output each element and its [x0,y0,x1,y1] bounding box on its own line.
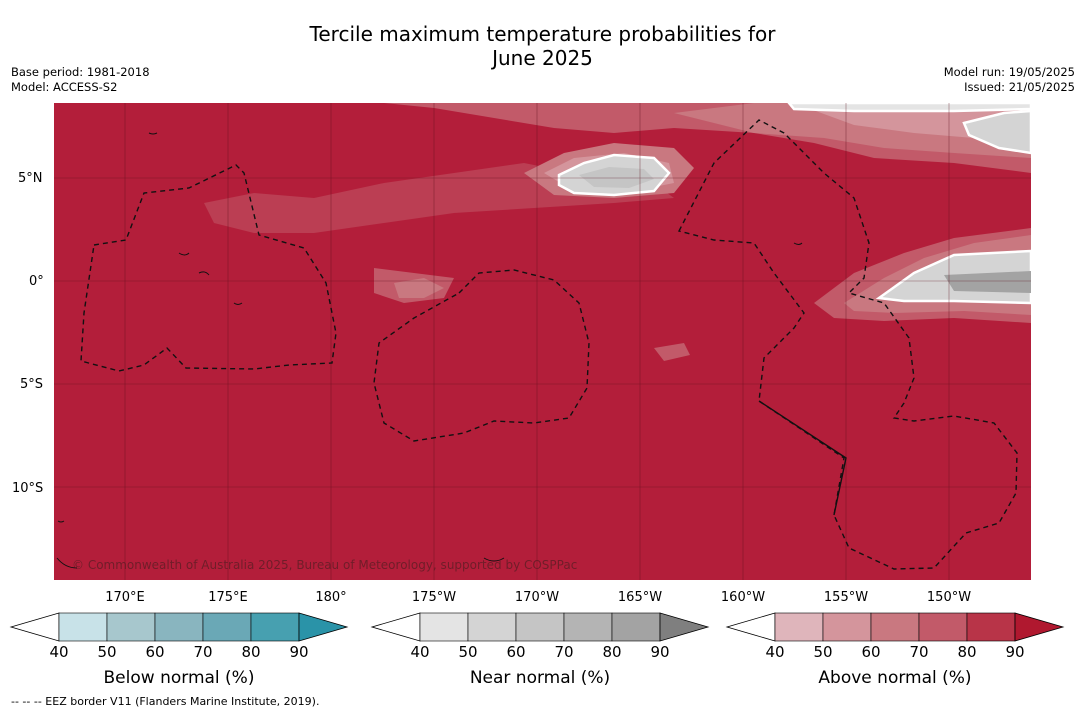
colorbar-segment [563,612,613,642]
lon-label-150w: 150°W [926,590,972,605]
cbar-near-tick-40: 40 [410,643,430,661]
title-line-1: Tercile maximum temperature probabilitie… [309,22,776,46]
cbar-below-tick-90: 90 [289,643,309,661]
cbar-above-tick-70: 70 [909,643,929,661]
colorbar-near-normal [370,612,710,642]
near-normal-area-northeast [962,109,1031,155]
cbar-near-tick-80: 80 [602,643,622,661]
lon-label-170e: 170°E [105,590,145,605]
colorbar-segment [822,612,872,642]
cbar-near-tick-90: 90 [650,643,670,661]
eez-border-centre [373,269,590,442]
islands [56,132,803,569]
colorbar-segment [58,612,108,642]
colorbar-segment [419,612,469,642]
lat-label-5n: 5°N [18,171,43,186]
colorbar-extend-low [370,612,421,642]
near-normal-area-top [787,103,1031,113]
colorbar-segment [467,612,517,642]
cbar-above-tick-60: 60 [861,643,881,661]
meta-right: Model run: 19/05/2025 Issued: 21/05/2025 [944,65,1075,94]
colorbar-below-normal [9,612,349,642]
eez-footnote: -- -- -- EEZ border V11 (Flanders Marine… [11,695,320,708]
colorbar-extend-low [725,612,776,642]
cbar-above-tick-50: 50 [813,643,833,661]
cbar-below-tick-80: 80 [241,643,261,661]
colorbar-extend-high [1014,612,1065,642]
issued-text: Issued: 21/05/2025 [964,79,1075,94]
colorbar-segment [870,612,920,642]
colorbar-segment [611,612,661,642]
cbar-below-tick-60: 60 [145,643,165,661]
colorbars [9,612,1065,642]
lon-label-170w: 170°W [514,590,560,605]
eez-solid-border [758,400,847,516]
lon-label-175w: 175°W [411,590,457,605]
lat-label-5s: 5°S [20,377,44,392]
map-title: Tercile maximum temperature probabilitie… [0,22,1085,70]
title-line-2: June 2025 [492,46,593,70]
colorbar-extend-high [659,612,710,642]
lon-label-160w: 160°W [720,590,766,605]
eez-border-east [677,119,1018,570]
meta-left: Base period: 1981-2018 Model: ACCESS-S2 [11,65,150,94]
cbar-title-below-normal: Below normal (%) [103,668,255,688]
near-normal-core-centre [579,167,654,188]
near-normal-core-east [944,271,1031,293]
lon-label-155w: 155°W [823,590,869,605]
copyright-text: © Commonwealth of Australia 2025, Bureau… [72,558,578,572]
cbar-near-tick-70: 70 [554,643,574,661]
model-run-text: Model run: 19/05/2025 [943,65,1075,79]
base-period-text: Base period: 1981-2018 [11,65,150,79]
colorbar-segment [515,612,565,642]
colorbar-segment [918,612,968,642]
probability-map [54,103,1031,580]
cbar-above-tick-80: 80 [957,643,977,661]
colorbar-segment [774,612,824,642]
eez-borders [80,119,1018,570]
cbar-above-tick-90: 90 [1005,643,1025,661]
cbar-below-tick-40: 40 [49,643,69,661]
cbar-title-above-normal: Above normal (%) [818,668,972,688]
map-gridlines [54,103,1031,580]
cbar-above-tick-40: 40 [765,643,785,661]
cbar-below-tick-50: 50 [97,643,117,661]
colorbar-segment [966,612,1016,642]
lat-label-0: 0° [29,274,44,289]
colorbar-segment [250,612,300,642]
lon-label-175e: 175°E [208,590,248,605]
cbar-near-tick-60: 60 [506,643,526,661]
colorbar-segment [154,612,204,642]
colorbar-above-normal [725,612,1065,642]
colorbar-extend-high [298,612,349,642]
cbar-title-near-normal: Near normal (%) [469,668,611,688]
lon-label-180: 180° [315,590,347,605]
colorbar-segment [202,612,252,642]
eez-border-west [80,164,337,372]
lat-label-10s: 10°S [12,481,44,496]
lon-label-165w: 165°W [617,590,663,605]
cbar-near-tick-50: 50 [458,643,478,661]
contour-band-60-island [394,278,444,298]
cbar-below-tick-70: 70 [193,643,213,661]
model-text: Model: ACCESS-S2 [11,79,118,94]
contour-band-60-spot [654,343,690,361]
colorbar-extend-low [9,612,60,642]
colorbar-segment [106,612,156,642]
